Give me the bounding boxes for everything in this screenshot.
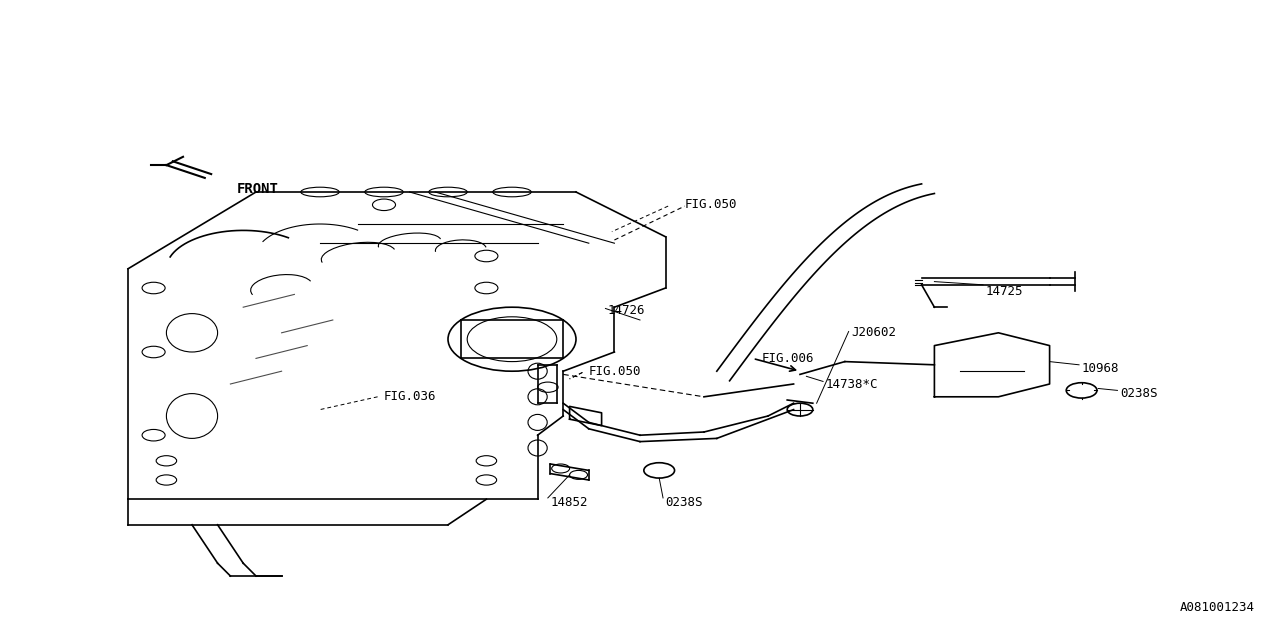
Text: FRONT: FRONT <box>237 182 279 196</box>
Text: FIG.050: FIG.050 <box>685 198 737 211</box>
Text: J20602: J20602 <box>851 326 896 339</box>
Text: 14725: 14725 <box>986 285 1023 298</box>
Text: 14852: 14852 <box>550 496 588 509</box>
Text: 0238S: 0238S <box>1120 387 1157 400</box>
Text: 14726: 14726 <box>608 304 645 317</box>
Text: A081001234: A081001234 <box>1179 602 1254 614</box>
Text: FIG.050: FIG.050 <box>589 365 641 378</box>
Text: 0238S: 0238S <box>666 496 703 509</box>
Text: 10968: 10968 <box>1082 362 1119 374</box>
Text: 14738*C: 14738*C <box>826 378 878 390</box>
Text: FIG.006: FIG.006 <box>762 352 814 365</box>
Text: FIG.036: FIG.036 <box>384 390 436 403</box>
